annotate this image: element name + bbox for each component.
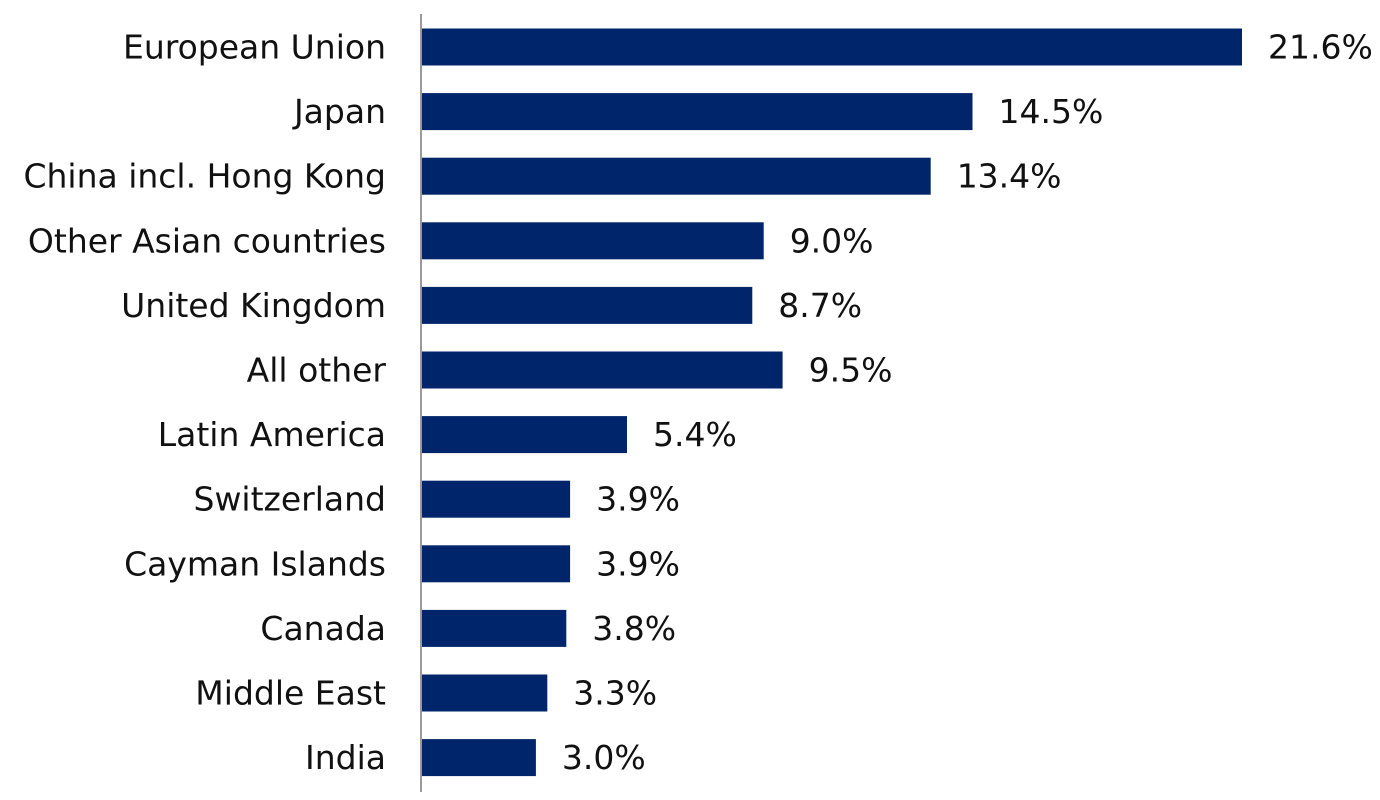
- bar: [422, 609, 567, 647]
- value-label: 21.6%: [1268, 28, 1373, 67]
- value-label: 3.8%: [592, 609, 676, 648]
- category-label: All other: [247, 351, 387, 390]
- labels-layer: European Union 21.6% Japan 14.5% China incl.…: [23, 28, 1372, 778]
- bar: [422, 286, 753, 324]
- category-label: United Kingdom: [121, 286, 386, 325]
- value-label: 8.7%: [778, 286, 862, 325]
- value-label: 3.3%: [573, 674, 657, 713]
- value-label: 9.5%: [809, 351, 893, 390]
- value-label: 3.0%: [562, 738, 646, 777]
- bar: [422, 222, 764, 260]
- value-label: 14.5%: [999, 92, 1104, 131]
- bar: [422, 416, 627, 454]
- bar: [422, 93, 973, 131]
- category-label: Other Asian countries: [28, 221, 386, 260]
- category-label: Latin America: [158, 415, 386, 454]
- value-label: 9.0%: [790, 221, 874, 260]
- category-label: Middle East: [195, 674, 386, 713]
- category-label: China incl. Hong Kong: [23, 157, 386, 196]
- value-label: 13.4%: [957, 157, 1062, 196]
- category-label: Switzerland: [194, 480, 387, 519]
- value-label: 5.4%: [653, 415, 737, 454]
- category-label: European Union: [123, 28, 386, 67]
- bar: [422, 480, 571, 518]
- bar: [422, 351, 783, 389]
- category-label: Japan: [292, 92, 386, 131]
- category-label: Cayman Islands: [124, 544, 386, 583]
- bar: [422, 28, 1242, 66]
- value-label: 3.9%: [596, 480, 680, 519]
- bar: [422, 739, 536, 777]
- category-label: Canada: [260, 609, 386, 648]
- category-label: India: [305, 738, 386, 777]
- value-label: 3.9%: [596, 544, 680, 583]
- bar: [422, 545, 571, 583]
- bar: [422, 157, 931, 195]
- bars-layer: [422, 28, 1242, 777]
- bar: [422, 674, 548, 712]
